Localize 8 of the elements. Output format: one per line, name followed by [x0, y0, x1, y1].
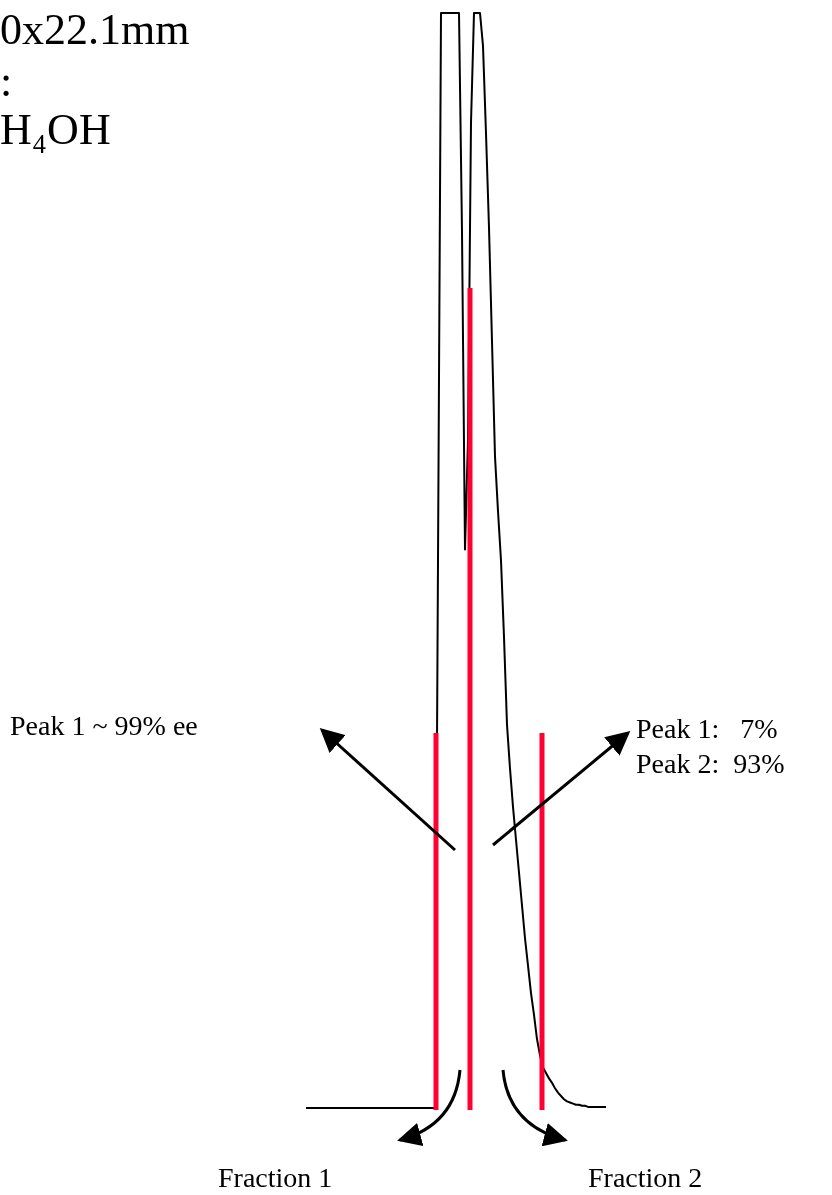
text: Fraction 1 — [218, 1162, 333, 1193]
text: H₄OH — [0, 105, 111, 154]
text: : — [0, 57, 13, 106]
text: Peak 1: 7% — [636, 713, 778, 744]
text: Fraction 2 — [588, 1162, 703, 1193]
text: 0x22.1mm — [0, 5, 190, 54]
text: Peak 2: 93% — [636, 748, 785, 779]
text: Peak 1 ~ 99% ee — [10, 710, 198, 741]
